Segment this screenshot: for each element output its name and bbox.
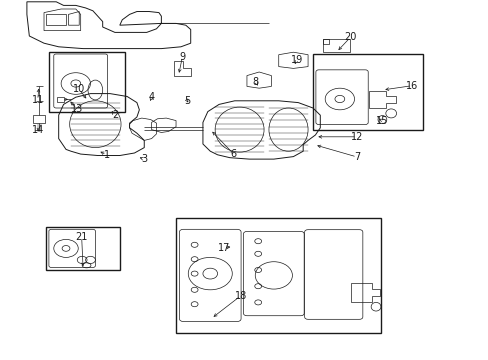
Text: 21: 21 bbox=[75, 232, 88, 242]
Bar bbox=[46, 227, 120, 270]
Text: 20: 20 bbox=[344, 32, 356, 42]
Text: 19: 19 bbox=[290, 55, 303, 66]
Text: 17: 17 bbox=[217, 243, 230, 253]
Text: 14: 14 bbox=[31, 125, 44, 135]
Text: 11: 11 bbox=[31, 95, 44, 105]
Text: 5: 5 bbox=[184, 96, 190, 106]
Bar bbox=[176, 218, 381, 333]
Text: 18: 18 bbox=[234, 291, 246, 301]
Bar bbox=[49, 52, 124, 112]
Text: 4: 4 bbox=[148, 92, 154, 102]
Text: 15: 15 bbox=[375, 116, 388, 126]
Bar bbox=[46, 14, 66, 25]
Bar bbox=[312, 54, 422, 130]
Text: 12: 12 bbox=[350, 132, 363, 142]
Text: 1: 1 bbox=[103, 150, 109, 160]
Bar bbox=[322, 39, 328, 44]
Text: 9: 9 bbox=[179, 52, 185, 62]
Text: 13: 13 bbox=[70, 104, 83, 114]
Text: 7: 7 bbox=[353, 152, 359, 162]
Bar bbox=[322, 39, 349, 52]
Bar bbox=[33, 115, 45, 123]
Text: 3: 3 bbox=[141, 154, 147, 164]
Text: 6: 6 bbox=[230, 149, 236, 159]
Text: 2: 2 bbox=[112, 110, 118, 120]
Text: 16: 16 bbox=[405, 81, 418, 91]
Text: 10: 10 bbox=[73, 84, 85, 94]
Text: 8: 8 bbox=[252, 77, 258, 87]
